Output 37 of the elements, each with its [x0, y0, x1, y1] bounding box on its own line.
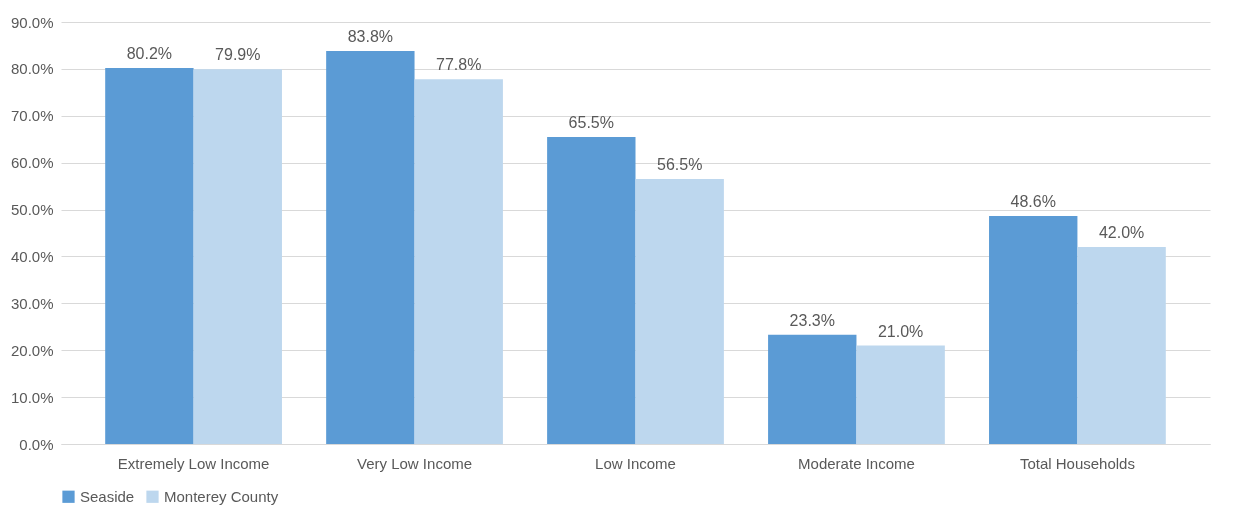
y-tick-label: 50.0%: [10, 201, 54, 219]
y-tick-label: 70.0%: [10, 107, 54, 125]
x-tick-label: Total Households: [1019, 454, 1135, 472]
y-tick-label: 80.0%: [10, 60, 54, 78]
data-label: 65.5%: [568, 113, 614, 131]
data-label: 80.2%: [126, 44, 173, 62]
bar: [414, 79, 503, 444]
y-tick-label: 40.0%: [10, 247, 54, 265]
legend-label: Seaside: [80, 487, 135, 505]
data-label: 83.8%: [347, 28, 394, 46]
data-label: 23.3%: [789, 311, 835, 329]
x-tick-label: Very Low Income: [357, 454, 473, 472]
y-tick-label: 0.0%: [19, 435, 54, 453]
bar: [989, 216, 1078, 444]
x-tick-label: Moderate Income: [798, 454, 915, 472]
bar: [768, 334, 857, 444]
legend-label: Monterey County: [164, 487, 279, 505]
data-label: 42.0%: [1098, 224, 1145, 242]
x-tick-label: Extremely Low Income: [117, 454, 270, 472]
data-label: 79.9%: [215, 46, 261, 64]
data-label: 48.6%: [1010, 193, 1056, 211]
y-tick-label: 60.0%: [10, 154, 54, 172]
data-label: 77.8%: [436, 56, 482, 74]
bar: [547, 136, 636, 444]
bar: [193, 69, 282, 444]
bar: [1077, 247, 1166, 444]
bar: [326, 51, 415, 444]
x-tick-label: Low Income: [595, 454, 676, 472]
y-tick-label: 90.0%: [10, 13, 54, 31]
y-tick-label: 10.0%: [10, 388, 54, 406]
bar: [105, 67, 194, 444]
bar: [635, 179, 724, 444]
data-label: 56.5%: [657, 156, 703, 174]
bar: [856, 345, 945, 444]
y-tick-label: 20.0%: [10, 341, 54, 359]
y-tick-label: 30.0%: [10, 294, 54, 312]
data-label: 21.0%: [877, 322, 924, 340]
